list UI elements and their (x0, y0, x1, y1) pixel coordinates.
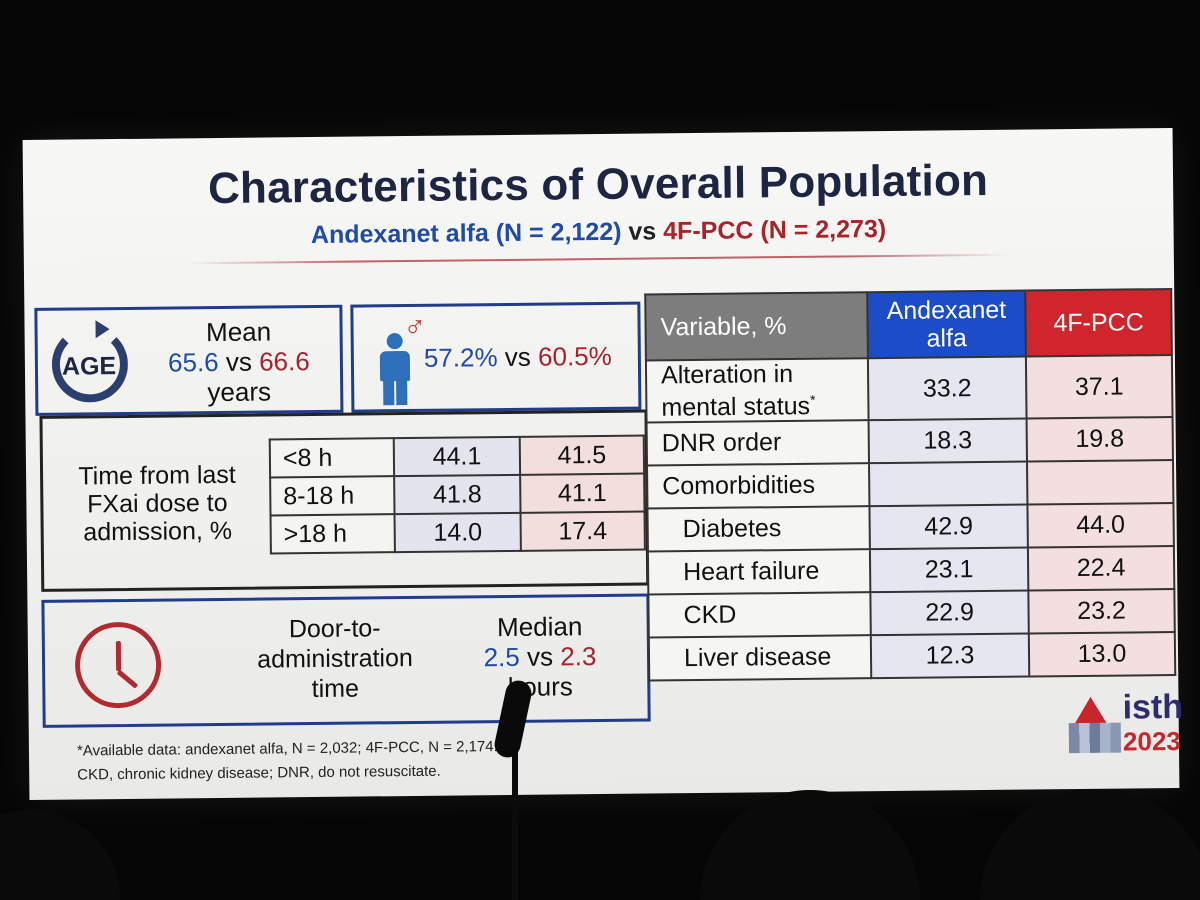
row-pcc: 13.0 (1028, 632, 1176, 677)
header-pcc: 4F-PCC (1025, 289, 1172, 357)
sex-values: 57.2% vs 60.5% (424, 341, 612, 374)
variables-table: Variable, % Andexanet alfa 4F-PCC Altera… (644, 288, 1176, 682)
row-andexanet: 42.9 (869, 504, 1028, 550)
door-label-line1: Door-to- (288, 614, 381, 644)
age-text: Mean 65.6 vs 66.6 years (143, 316, 334, 408)
door-to-admin-label: Door-to- administration time (235, 613, 436, 705)
age-arrow-icon (95, 320, 110, 339)
table-row: Comorbidities (647, 460, 1174, 509)
row-pcc: 22.4 (1027, 546, 1175, 591)
sex-box: ♂ 57.2% vs 60.5% (350, 301, 642, 413)
footnote: *Available data: andexanet alfa, N = 2,0… (77, 735, 498, 787)
row-variable: Heart failure (647, 549, 871, 595)
row-pcc: 44.0 (1027, 503, 1174, 548)
age-unit: years (207, 376, 272, 408)
table-header-row: Variable, % Andexanet alfa 4F-PCC (645, 289, 1172, 361)
sex-andexanet: 57.2% (423, 342, 498, 373)
sex-pcc: 60.5% (537, 340, 612, 372)
row-andexanet: 23.1 (869, 547, 1029, 593)
table-row: CKD 22.9 23.2 (648, 589, 1175, 638)
median-unit: hours (507, 671, 573, 702)
age-box: AGE Mean 65.6 vs 66.6 years (34, 304, 344, 416)
time-row-andexanet: 14.0 (394, 512, 521, 553)
table-row: <8 h 44.1 41.5 (269, 435, 645, 478)
row-pcc: 37.1 (1025, 355, 1173, 419)
time-row-pcc: 41.5 (519, 435, 645, 475)
age-vs: vs (218, 346, 260, 377)
time-row-label: >18 h (270, 514, 396, 554)
row-variable: Alteration in mental status* (645, 358, 869, 423)
time-from-dose-box: Time from last FXai dose to admission, %… (39, 409, 650, 592)
median-andexanet: 2.5 (483, 641, 520, 673)
table-row: Diabetes 42.9 44.0 (647, 503, 1174, 552)
variable-line2: mental status (661, 391, 811, 422)
variable-line1: Alteration in (660, 359, 794, 390)
median-vs: vs (519, 641, 561, 672)
row-andexanet: 18.3 (868, 418, 1027, 464)
time-row-andexanet: 41.8 (394, 474, 521, 515)
audience-head (980, 790, 1200, 900)
age-values: 65.6 vs 66.6 (144, 346, 334, 378)
footnote-marker: * (809, 391, 816, 408)
logo-year: 2023 (1122, 725, 1181, 757)
table-row: Liver disease 12.3 13.0 (648, 632, 1176, 681)
row-pcc (1026, 460, 1174, 505)
title-divider (188, 253, 1009, 265)
median-values: 2.5 vs 2.3 (455, 641, 625, 673)
audience-head (0, 810, 120, 900)
door-to-admin-box: Door-to- administration time Median 2.5 … (41, 593, 651, 728)
time-row-pcc: 41.1 (520, 473, 645, 513)
door-label-line3: time (311, 674, 360, 704)
skyline-icon (1068, 722, 1122, 754)
table-row: DNR order 18.3 19.8 (646, 417, 1173, 466)
age-andexanet: 65.6 (167, 346, 219, 378)
row-andexanet: 22.9 (870, 590, 1029, 636)
logo-name: isth (1122, 687, 1184, 727)
clock-icon (74, 621, 162, 709)
door-label-line2: administration (257, 643, 413, 674)
row-andexanet (869, 461, 1028, 507)
age-mean-label: Mean (205, 316, 272, 348)
age-pcc: 66.6 (258, 346, 310, 377)
audience-head (700, 790, 920, 900)
table-row: >18 h 14.0 17.4 (270, 511, 645, 554)
subtitle-pcc: 4F-PCC (N = 2,273) (663, 215, 887, 246)
subtitle-andexanet: Andexanet alfa (N = 2,122) (310, 217, 622, 250)
time-row-label: <8 h (269, 438, 395, 478)
header-andexanet: Andexanet alfa (867, 290, 1026, 359)
slide-title: Characteristics of Overall Population (207, 155, 989, 214)
row-variable: DNR order (646, 420, 870, 466)
row-andexanet: 12.3 (870, 633, 1030, 679)
time-row-pcc: 17.4 (520, 511, 645, 551)
age-icon-label: AGE (61, 352, 117, 381)
door-to-admin-median: Median 2.5 vs 2.3 hours (455, 611, 626, 703)
subtitle-vs: vs (621, 217, 664, 246)
row-variable: Diabetes (647, 506, 870, 552)
microphone-stand (512, 700, 518, 900)
row-andexanet: 33.2 (867, 356, 1027, 421)
footnote-line2: CKD, chronic kidney disease; DNR, do not… (77, 762, 441, 784)
time-row-label: 8-18 h (270, 476, 395, 516)
row-variable: CKD (648, 592, 871, 638)
time-row-andexanet: 44.1 (393, 436, 521, 477)
row-pcc: 19.8 (1026, 417, 1173, 462)
time-from-dose-label: Time from last FXai dose to admission, % (78, 460, 236, 547)
sex-vs: vs (497, 341, 539, 373)
row-variable: Liver disease (648, 635, 872, 681)
row-pcc: 23.2 (1028, 589, 1175, 634)
time-from-dose-table: <8 h 44.1 41.5 8-18 h 41.8 41.1 >18 h 14… (269, 435, 646, 555)
median-label: Median (496, 611, 583, 643)
table-row: Alteration in mental status* 33.2 37.1 (645, 355, 1173, 423)
slide-subtitle: Andexanet alfa (N = 2,122) vs 4F-PCC (N … (23, 212, 1173, 253)
table-row: 8-18 h 41.8 41.1 (270, 473, 645, 516)
male-symbol-icon: ♂ (403, 310, 427, 345)
presentation-slide: Characteristics of Overall Population An… (22, 127, 1183, 801)
median-pcc: 2.3 (560, 641, 597, 672)
header-variable: Variable, % (645, 292, 868, 361)
isth-logo: isth 2023 (1068, 688, 1183, 769)
row-variable: Comorbidities (647, 463, 870, 509)
table-row: Heart failure 23.1 22.4 (647, 546, 1175, 595)
